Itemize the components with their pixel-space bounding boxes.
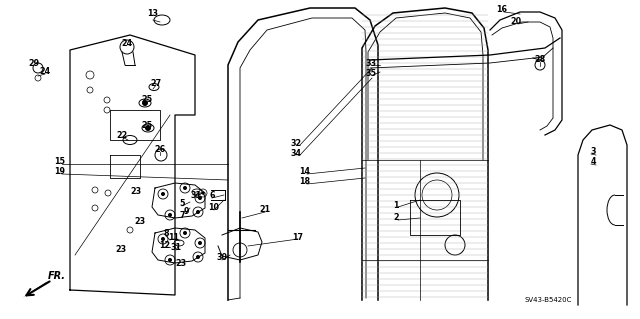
Text: 30: 30 (216, 254, 227, 263)
Text: 29: 29 (28, 58, 40, 68)
Text: 9: 9 (183, 206, 189, 216)
Text: 2: 2 (393, 213, 399, 222)
Circle shape (145, 125, 151, 131)
Circle shape (142, 100, 148, 106)
Circle shape (198, 241, 202, 245)
Text: 10: 10 (209, 204, 220, 212)
Text: 23: 23 (131, 188, 141, 197)
Text: 1: 1 (393, 201, 399, 210)
Circle shape (196, 210, 200, 214)
Text: FR.: FR. (48, 271, 66, 281)
Text: 26: 26 (154, 145, 166, 154)
Text: 15: 15 (54, 158, 65, 167)
Polygon shape (22, 281, 48, 298)
Text: 20: 20 (511, 18, 522, 26)
Circle shape (202, 191, 205, 195)
Circle shape (168, 258, 172, 262)
Circle shape (198, 196, 202, 200)
Text: 17: 17 (292, 233, 303, 241)
Text: 33: 33 (365, 58, 376, 68)
Text: 28: 28 (534, 56, 546, 64)
Circle shape (183, 231, 187, 235)
Text: 25: 25 (141, 95, 152, 105)
Circle shape (161, 237, 165, 241)
Text: 5: 5 (179, 199, 185, 209)
Text: 22: 22 (116, 130, 127, 139)
Text: 24: 24 (122, 40, 132, 48)
Text: 27: 27 (150, 78, 161, 87)
Text: SV43-B5420C: SV43-B5420C (524, 297, 572, 303)
Text: 4: 4 (590, 158, 596, 167)
Text: 11: 11 (168, 233, 179, 241)
Text: 31: 31 (191, 191, 202, 201)
Circle shape (183, 186, 187, 190)
Text: 13: 13 (147, 10, 159, 19)
Text: 6: 6 (209, 191, 215, 201)
Text: 25: 25 (141, 121, 152, 130)
Text: 16: 16 (497, 5, 508, 14)
Circle shape (168, 213, 172, 217)
Text: 3: 3 (590, 147, 596, 157)
Text: 7: 7 (179, 211, 185, 219)
Text: 19: 19 (54, 167, 65, 176)
Text: 31: 31 (170, 243, 182, 253)
Circle shape (196, 255, 200, 259)
Text: 32: 32 (291, 138, 301, 147)
Text: 35: 35 (365, 69, 376, 78)
Text: 23: 23 (134, 218, 145, 226)
Circle shape (161, 192, 165, 196)
Text: 34: 34 (291, 149, 301, 158)
Text: 24: 24 (40, 68, 51, 77)
Text: 12: 12 (159, 241, 171, 249)
Text: 14: 14 (300, 167, 310, 176)
Text: 8: 8 (163, 229, 169, 239)
Text: 23: 23 (115, 244, 127, 254)
Text: 23: 23 (175, 258, 187, 268)
Text: 21: 21 (259, 205, 271, 214)
Text: 18: 18 (300, 177, 310, 187)
